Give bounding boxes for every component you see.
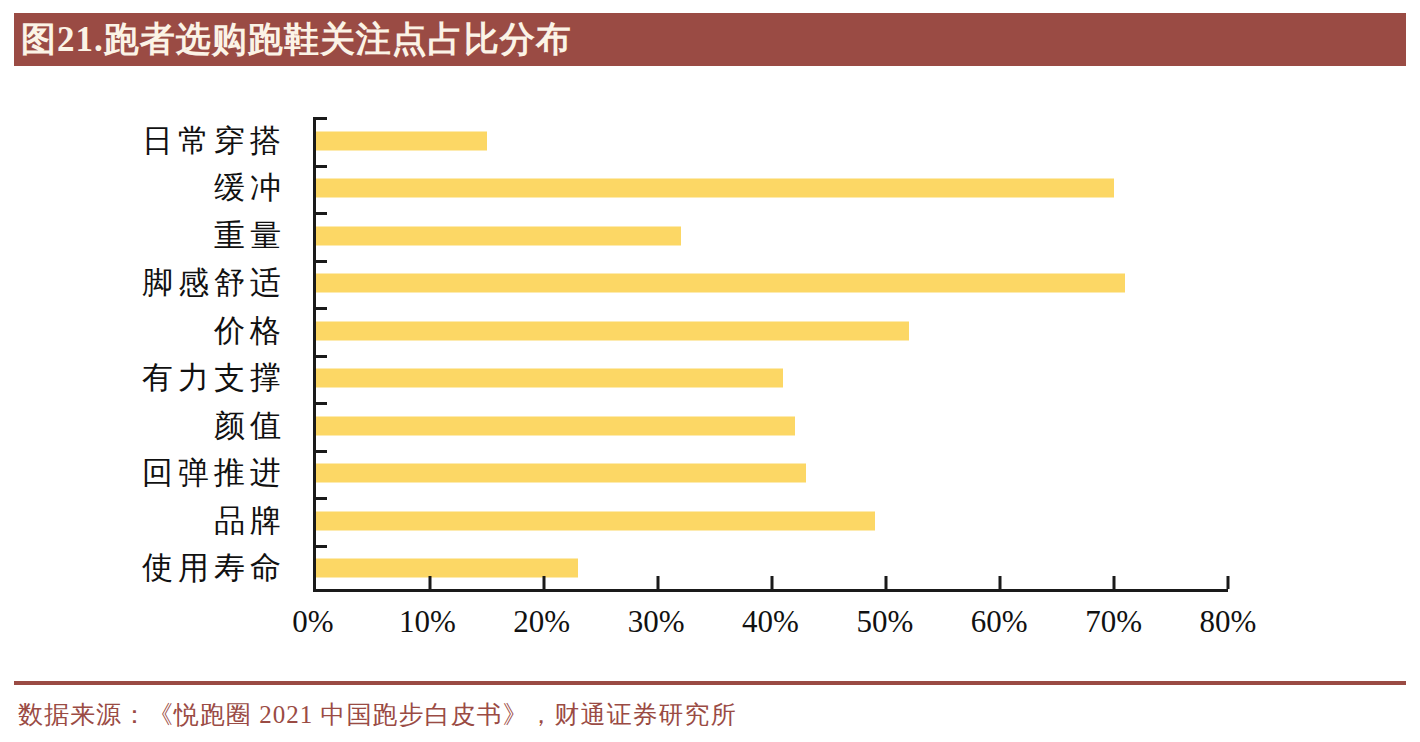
- footer-divider: [14, 681, 1406, 685]
- y-tick-mark: [316, 450, 327, 453]
- y-tick-mark: [316, 402, 327, 405]
- bar-有力支撑: [316, 369, 783, 388]
- x-tick-label: 20%: [513, 604, 570, 640]
- category-label: 缓冲: [214, 167, 286, 209]
- category-label: 颜值: [214, 405, 286, 447]
- bar-chart-plot-area: 日常穿搭缓冲重量脚感舒适价格有力支撑颜值回弹推进品牌使用寿命: [313, 117, 1228, 592]
- y-tick-mark: [316, 212, 327, 215]
- chart-row: 脚感舒适: [316, 260, 1228, 308]
- figure: 图21.跑者选购跑鞋关注点占比分布 日常穿搭缓冲重量脚感舒适价格有力支撑颜值回弹…: [0, 0, 1420, 742]
- y-tick-mark: [316, 307, 327, 310]
- chart-row: 有力支撑: [316, 355, 1228, 403]
- chart-row: 回弹推进: [316, 450, 1228, 498]
- y-tick-mark: [316, 497, 327, 500]
- bar-日常穿搭: [316, 131, 487, 150]
- x-tick-mark: [999, 576, 1002, 589]
- y-tick-mark: [316, 355, 327, 358]
- x-tick-mark: [543, 576, 546, 589]
- x-tick-label: 50%: [856, 604, 913, 640]
- x-tick-label: 0%: [292, 604, 333, 640]
- chart-row: 品牌: [316, 497, 1228, 545]
- x-tick-label: 80%: [1200, 604, 1257, 640]
- y-tick-mark: [316, 165, 327, 168]
- bar-回弹推进: [316, 464, 806, 483]
- chart-row: 颜值: [316, 402, 1228, 450]
- x-tick-label: 60%: [971, 604, 1028, 640]
- category-label: 使用寿命: [142, 547, 286, 589]
- x-tick-mark: [1227, 576, 1230, 589]
- x-tick-mark: [1113, 576, 1116, 589]
- x-tick-label: 10%: [399, 604, 456, 640]
- x-axis-labels: 0%10%20%30%40%50%60%70%80%: [313, 604, 1228, 644]
- bar-脚感舒适: [316, 274, 1125, 293]
- category-label: 重量: [214, 215, 286, 257]
- y-tick-mark: [316, 589, 327, 592]
- category-label: 价格: [214, 310, 286, 352]
- y-tick-mark: [316, 545, 327, 548]
- category-label: 脚感舒适: [142, 262, 286, 304]
- y-tick-mark: [316, 260, 327, 263]
- x-tick-mark: [885, 576, 888, 589]
- x-tick-label: 30%: [628, 604, 685, 640]
- bar-使用寿命: [316, 559, 578, 578]
- category-label: 回弹推进: [142, 452, 286, 494]
- x-tick-mark: [657, 576, 660, 589]
- y-tick-mark: [316, 117, 327, 120]
- x-tick-label: 70%: [1085, 604, 1142, 640]
- bar-缓冲: [316, 179, 1114, 198]
- data-source-note: 数据来源：《悦跑圈 2021 中国跑步白皮书》，财通证券研究所: [18, 698, 737, 731]
- chart-row: 缓冲: [316, 165, 1228, 213]
- chart-row: 价格: [316, 307, 1228, 355]
- x-tick-mark: [429, 576, 432, 589]
- chart-row: 重量: [316, 212, 1228, 260]
- x-tick-label: 40%: [742, 604, 799, 640]
- bar-重量: [316, 226, 681, 245]
- category-label: 品牌: [214, 500, 286, 542]
- bar-品牌: [316, 511, 875, 530]
- chart-row: 日常穿搭: [316, 117, 1228, 165]
- category-label: 日常穿搭: [142, 120, 286, 162]
- bar-颜值: [316, 416, 795, 435]
- category-label: 有力支撑: [142, 357, 286, 399]
- figure-title: 图21.跑者选购跑鞋关注点占比分布: [21, 16, 572, 63]
- x-tick-mark: [771, 576, 774, 589]
- figure-title-bar: 图21.跑者选购跑鞋关注点占比分布: [14, 13, 1406, 66]
- bar-价格: [316, 321, 909, 340]
